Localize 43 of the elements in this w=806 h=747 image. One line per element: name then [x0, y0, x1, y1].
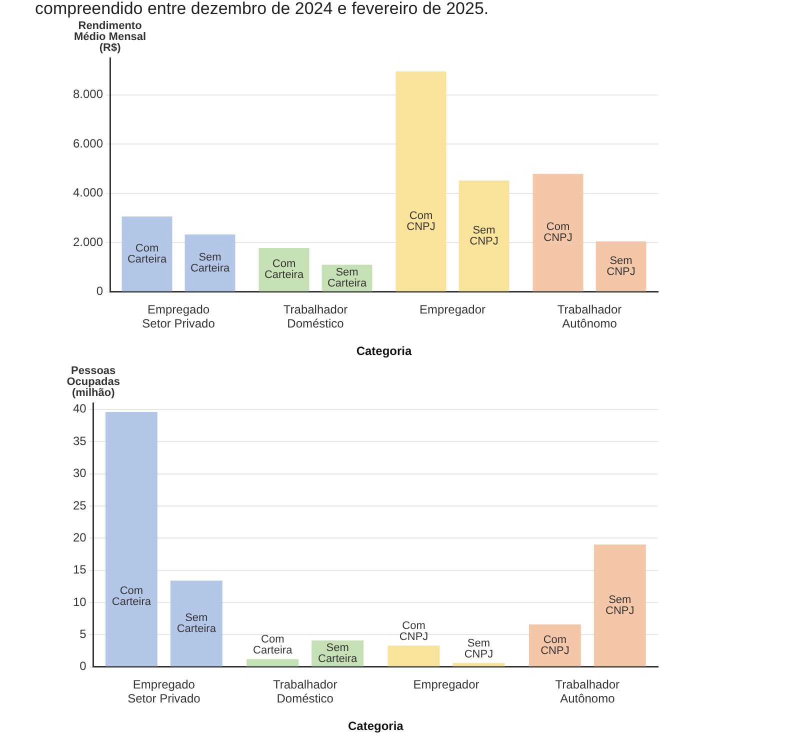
- x-axis-title: Categoria: [348, 719, 404, 734]
- annotation: Com CNPJ: [399, 620, 428, 644]
- x-tick-label: Empregado Setor Privado: [142, 302, 216, 331]
- y-tick-label: 2.000: [73, 234, 104, 249]
- annotation: Com CNPJ: [540, 634, 570, 657]
- y-tick-label: 8.000: [73, 87, 104, 102]
- y-axis-title: Pessoas Ocupadas (milhão): [66, 365, 120, 400]
- y-axis-title: Rendimento Médio Mensal (R$): [74, 20, 146, 54]
- y-tick-label: 4.000: [73, 186, 104, 200]
- y-tick-label: 15: [72, 562, 87, 577]
- y-tick-label: 6.000: [73, 136, 104, 150]
- y-tick-label: 10: [72, 594, 87, 609]
- annotation: Sem CNPJ: [464, 637, 494, 660]
- y-tick-label: 20: [72, 530, 87, 544]
- annotation: Sem Carteira: [318, 642, 358, 665]
- annotation: Sem Carteira: [176, 612, 217, 635]
- x-tick-label: Trabalhador Autônomo: [557, 302, 622, 331]
- annotation: Sem CNPJ: [606, 254, 636, 278]
- annotation: Sem Carteira: [190, 251, 230, 274]
- annotation: Com Carteira: [253, 634, 294, 657]
- y-tick-label: 0: [80, 659, 87, 674]
- x-tick-label: Empregador: [413, 677, 480, 692]
- y-tick-label: 30: [72, 466, 87, 480]
- annotation: Sem Carteira: [327, 266, 368, 290]
- annotation: Com CNPJ: [406, 210, 436, 233]
- x-tick-label: Trabalhador Autônomo: [555, 677, 620, 706]
- x-tick-label: Trabalhador Doméstico: [272, 677, 338, 706]
- x-tick-label: Trabalhador Doméstico: [283, 302, 348, 331]
- y-tick-label: 35: [72, 434, 87, 448]
- annotation: Sem CNPJ: [606, 594, 634, 617]
- chart-title: compreendido entre dezembro de 2024 e fevereiro de 2025.: [34, 0, 490, 18]
- y-tick-label: 25: [72, 498, 87, 512]
- y-tick-label: 40: [72, 402, 87, 416]
- annotation: Com CNPJ: [544, 221, 572, 244]
- x-tick-label: Empregador: [419, 302, 486, 316]
- y-tick-label: 5: [80, 626, 87, 641]
- x-axis-title: Categoria: [356, 344, 412, 358]
- y-tick-label: 0: [96, 284, 104, 298]
- annotation: Com Carteira: [127, 242, 168, 266]
- annotation: Com Carteira: [264, 258, 304, 282]
- annotation: Com Carteira: [112, 584, 152, 608]
- x-tick-label: Empregado Setor Privado: [128, 677, 201, 706]
- annotation: Sem CNPJ: [470, 224, 498, 248]
